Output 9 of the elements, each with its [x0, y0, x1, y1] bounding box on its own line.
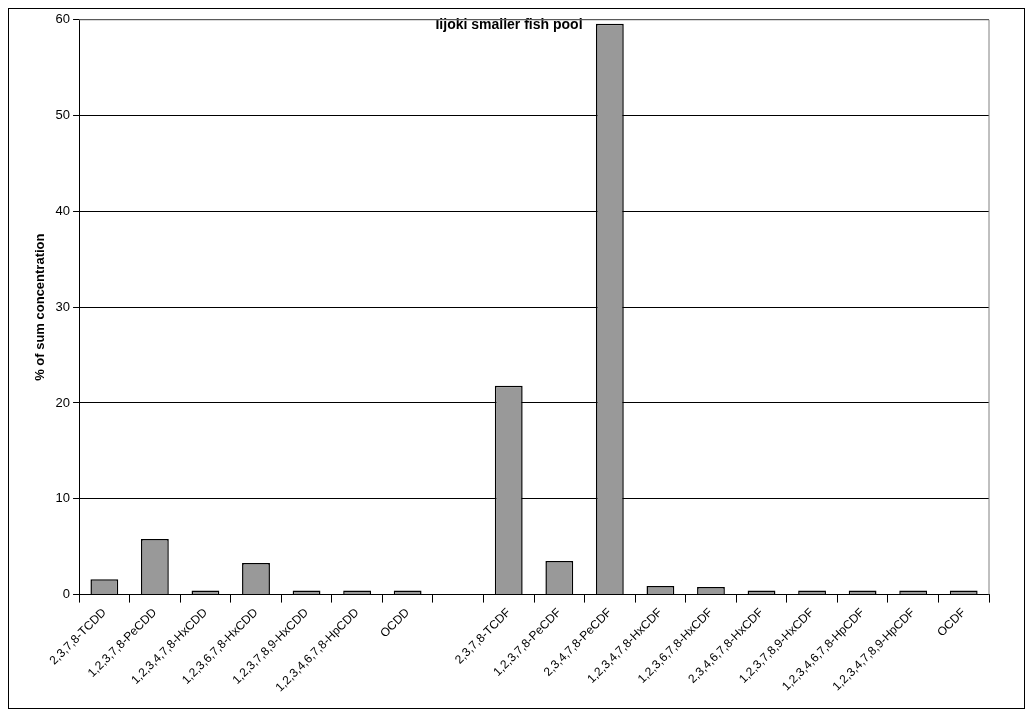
y-tick-label: 10 [55, 490, 71, 506]
y-tick-label: 0 [62, 586, 71, 602]
y-axis-title: % of sum concentration [32, 233, 48, 381]
y-tick-label: 20 [55, 394, 71, 410]
y-tick-label: 30 [55, 298, 71, 314]
y-tick-label: 60 [55, 11, 71, 27]
y-tick-label: 50 [55, 107, 71, 123]
y-tick-label: 40 [55, 202, 71, 218]
chart-title: Iijoki smaller fish pool [435, 16, 583, 33]
